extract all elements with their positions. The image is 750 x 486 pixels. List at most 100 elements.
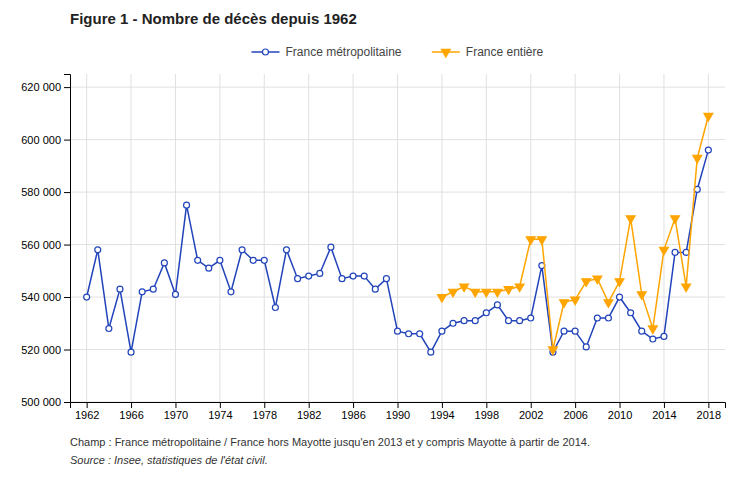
tick-mark — [664, 402, 665, 408]
legend-item: France entière — [432, 45, 544, 59]
point — [693, 155, 702, 163]
point — [617, 294, 623, 300]
point — [705, 147, 711, 153]
tick-label: 520 000 — [21, 344, 61, 356]
point — [604, 300, 613, 308]
point — [206, 265, 212, 271]
tick-mark — [442, 402, 443, 408]
grid-line-x — [219, 74, 220, 402]
tick: 1990 — [386, 402, 410, 421]
tick-label: 1962 — [75, 409, 99, 421]
point — [583, 344, 589, 350]
point — [295, 276, 301, 282]
point — [395, 328, 401, 334]
point — [437, 294, 446, 302]
point — [361, 273, 367, 279]
point — [106, 326, 112, 332]
tick-mark — [64, 140, 70, 141]
point — [593, 276, 602, 284]
point — [460, 284, 469, 292]
tick-label: 2002 — [519, 409, 543, 421]
point — [637, 292, 646, 300]
legend-marker — [441, 49, 450, 57]
point — [195, 257, 201, 263]
point — [517, 318, 523, 324]
tick-label: 2014 — [652, 409, 676, 421]
title: Figure 1 - Nombre de décès depuis 1962 — [70, 10, 357, 27]
legend-marker — [262, 49, 268, 55]
point — [504, 287, 513, 295]
tick-label: 1986 — [341, 409, 365, 421]
tick-label: 1998 — [475, 409, 499, 421]
tick: 1982 — [297, 402, 321, 421]
tick: 580 000 — [21, 186, 70, 198]
point — [494, 302, 500, 308]
tick: 2006 — [563, 402, 587, 421]
grid — [70, 74, 725, 402]
point — [561, 328, 567, 334]
point — [317, 270, 323, 276]
point — [449, 289, 458, 297]
tick-label: 1990 — [386, 409, 410, 421]
point — [161, 260, 167, 266]
point — [605, 315, 611, 321]
grid-line-x — [486, 74, 487, 402]
series-line — [442, 116, 708, 350]
tick: 1998 — [475, 402, 499, 421]
tick-mark — [309, 402, 310, 408]
point — [184, 202, 190, 208]
point — [461, 318, 467, 324]
point — [406, 331, 412, 337]
series-line — [87, 150, 709, 352]
point — [594, 315, 600, 321]
axis-line — [64, 75, 71, 403]
point — [283, 247, 289, 253]
point — [350, 273, 356, 279]
tick: 540 000 — [21, 291, 70, 303]
x-axis: 1962196619701974197819821986199019941998… — [71, 402, 726, 421]
grid-line-y — [70, 87, 725, 88]
point — [306, 273, 312, 279]
tick-mark — [531, 402, 532, 408]
point — [560, 300, 569, 308]
point — [572, 328, 578, 334]
tick: 520 000 — [21, 344, 70, 356]
point — [515, 284, 524, 292]
grid-line-y — [70, 192, 725, 193]
tick: 1974 — [208, 402, 232, 421]
tick: 500 000 — [21, 396, 70, 408]
point — [472, 318, 478, 324]
point — [483, 310, 489, 316]
point — [582, 279, 591, 287]
point — [250, 257, 256, 263]
grid-line-x — [264, 74, 265, 402]
point — [450, 320, 456, 326]
grid-line-y — [70, 297, 725, 298]
grid-line-x — [308, 74, 309, 402]
point — [506, 318, 512, 324]
point — [383, 276, 389, 282]
tick-mark — [64, 402, 70, 403]
point — [84, 294, 90, 300]
grid-line-x — [175, 74, 176, 402]
tick-mark — [620, 402, 621, 408]
legend-item: France métropolitaine — [251, 45, 401, 59]
tick-label: 580 000 — [21, 186, 61, 198]
tick-label: 500 000 — [21, 396, 61, 408]
tick-mark — [64, 192, 70, 193]
tick-label: 1966 — [119, 409, 143, 421]
point — [217, 257, 223, 263]
point — [648, 326, 657, 334]
tick-label: 1974 — [208, 409, 232, 421]
point — [328, 244, 334, 250]
tick-label: 2010 — [608, 409, 632, 421]
point — [139, 289, 145, 295]
tick-mark — [175, 402, 176, 408]
tick-mark — [64, 87, 70, 88]
grid-line-y — [70, 139, 725, 140]
point — [417, 331, 423, 337]
tick-label: 600 000 — [21, 134, 61, 146]
tick-mark — [64, 297, 70, 298]
point — [615, 279, 624, 287]
point — [661, 333, 667, 339]
